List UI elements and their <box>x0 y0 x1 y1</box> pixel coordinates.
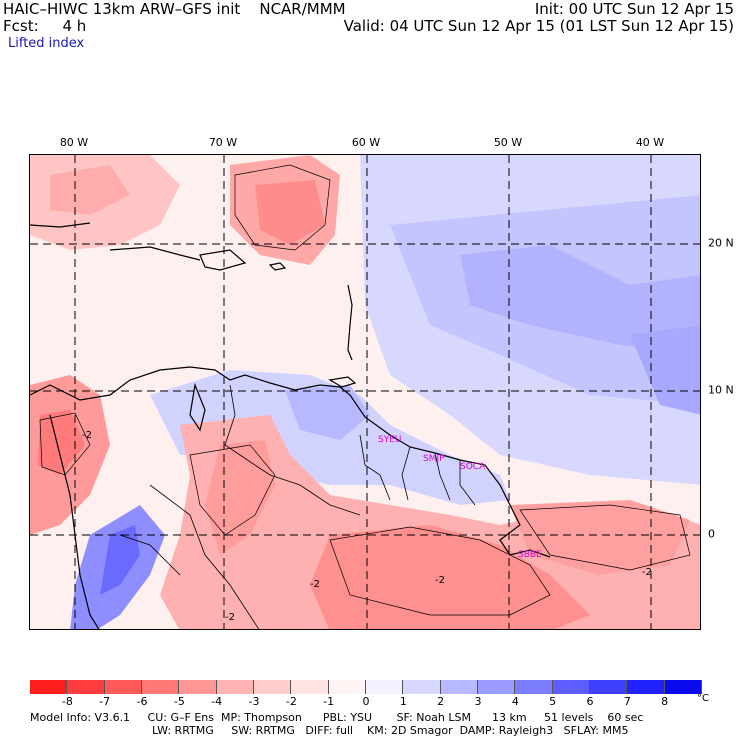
lon-label-50w: 50 W <box>493 136 523 149</box>
lon-label-80w: 80 W <box>59 136 89 149</box>
colorbar-tick-label: 6 <box>586 695 594 708</box>
colorbar-swatch <box>291 680 329 694</box>
lat-label-0: 0 <box>708 527 715 541</box>
lon-label-40w: 40 W <box>635 136 665 149</box>
lat-label-10n: 10 N <box>708 383 734 397</box>
colorbar-swatch <box>552 680 590 694</box>
colorbar-tick-label: 5 <box>549 695 557 708</box>
colorbar <box>30 680 702 694</box>
colorbar-tick-label: -6 <box>136 695 148 708</box>
colorbar-swatch <box>515 680 553 694</box>
colorbar-swatch <box>627 680 665 694</box>
lon-label-70w: 70 W <box>208 136 238 149</box>
model-info-line2: LW: RRTMG SW: RRTMG DIFF: full KM: 2D Sm… <box>152 724 629 737</box>
colorbar-tick-label: 4 <box>511 695 519 708</box>
map-title: HAIC–HIWC 13km ARW–GFS init NCAR/MMM <box>3 0 346 18</box>
contour-label: -2 <box>310 579 320 590</box>
contour-label: -2 <box>82 430 92 441</box>
colorbar-swatch <box>67 680 105 694</box>
station-label-sbbe: SBBE <box>518 550 542 560</box>
colorbar-tick-label: 2 <box>437 695 445 708</box>
colorbar-tick-label: -1 <box>323 695 335 708</box>
colorbar-swatch <box>254 680 292 694</box>
lat-label-20n: 20 N <box>708 236 734 250</box>
colorbar-swatch <box>328 680 366 694</box>
coastlines <box>30 222 551 629</box>
contour-label: -2 <box>225 612 235 623</box>
colorbar-swatch <box>216 680 254 694</box>
colorbar-tick-label: 1 <box>399 695 407 708</box>
model-info-line1: Model Info: V3.6.1 CU: G–F Ens MP: Thomp… <box>30 711 644 724</box>
colorbar-swatch <box>366 680 404 694</box>
graticule <box>30 155 700 629</box>
colorbar-swatch <box>179 680 217 694</box>
colorbar-tick-label: -5 <box>173 695 185 708</box>
init-time: Init: 00 UTC Sun 12 Apr 15 <box>534 0 734 18</box>
station-label-syeu: SYEU <box>378 435 401 445</box>
colorbar-tick-label: 3 <box>474 695 482 708</box>
colorbar-swatch <box>403 680 441 694</box>
colorbar-tick-label: -7 <box>99 695 111 708</box>
forecast-hour: Fcst: 4 h <box>3 17 87 35</box>
colorbar-swatch <box>142 680 180 694</box>
country-borders <box>119 384 476 629</box>
colorbar-tick-label: 7 <box>623 695 631 708</box>
unstable-region-amazon <box>160 415 700 629</box>
valid-time: Valid: 04 UTC Sun 12 Apr 15 (01 LST Sun … <box>343 17 734 35</box>
colorbar-swatch <box>30 680 68 694</box>
colorbar-swatch <box>664 680 702 694</box>
field-name: Lifted index <box>8 36 85 51</box>
colorbar-swatch <box>440 680 478 694</box>
contour-label: -2 <box>642 567 652 578</box>
colorbar-tick-label: -8 <box>61 695 73 708</box>
colorbar-tick-label: -4 <box>211 695 223 708</box>
contour-label: -2 <box>435 575 445 586</box>
lifted-index-map: -2 -2 -2 -2 -2 SYEU SMJP SOCA SBBE <box>29 154 701 630</box>
colorbar-tick-label: 0 <box>362 695 370 708</box>
colorbar-swatch <box>478 680 516 694</box>
colorbar-tick-label: -3 <box>248 695 260 708</box>
colorbar-tick-label: -2 <box>285 695 297 708</box>
colorbar-swatch <box>590 680 628 694</box>
stable-region-core <box>460 245 700 355</box>
contour-lines <box>39 164 691 616</box>
colorbar-unit: °C <box>697 693 709 704</box>
lon-label-60w: 60 W <box>351 136 381 149</box>
colorbar-tick-label: 8 <box>661 695 669 708</box>
station-label-smjp: SMJP <box>423 454 445 464</box>
station-label-soca: SOCA <box>460 462 486 472</box>
colorbar-swatch <box>104 680 142 694</box>
